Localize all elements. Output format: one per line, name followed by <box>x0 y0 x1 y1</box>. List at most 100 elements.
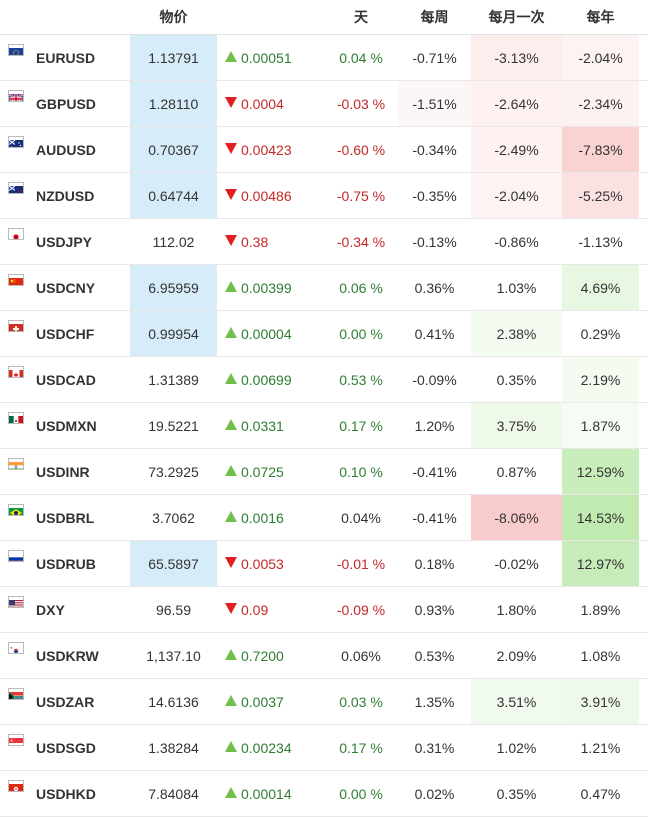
symbol-cell[interactable]: EURUSD <box>32 35 130 81</box>
symbol-cell[interactable]: USDCHF <box>32 311 130 357</box>
price-cell: 65.5897 <box>130 541 217 587</box>
ch-flag-icon <box>8 320 24 332</box>
symbol-link[interactable]: EURUSD <box>36 50 95 66</box>
day-change-cell: 0.06% <box>324 633 398 679</box>
price-cell: 1.13791 <box>130 35 217 81</box>
header-month[interactable]: 每月一次 <box>471 0 562 35</box>
symbol-cell[interactable]: USDMXN <box>32 403 130 449</box>
hk-flag-icon <box>8 780 24 792</box>
year-change-cell: 3.91% <box>562 679 639 725</box>
header-flag <box>0 0 32 35</box>
month-change-cell: 0.35% <box>471 771 562 817</box>
arrow-up-icon <box>225 327 237 338</box>
za-flag-icon <box>8 688 24 700</box>
change-cell: 0.0725 <box>217 449 324 495</box>
symbol-cell[interactable]: USDHKD <box>32 771 130 817</box>
eu-flag-icon <box>8 44 24 56</box>
day-change-cell: 0.53 % <box>324 357 398 403</box>
arrow-up-icon <box>225 373 237 384</box>
day-change-cell: 0.04 % <box>324 35 398 81</box>
arrow-down-icon <box>225 557 237 568</box>
row-pad <box>639 541 648 587</box>
symbol-cell[interactable]: USDRUB <box>32 541 130 587</box>
symbol-link[interactable]: NZDUSD <box>36 188 94 204</box>
flag-cell <box>0 265 32 311</box>
symbol-cell[interactable]: NZDUSD <box>32 173 130 219</box>
symbol-cell[interactable]: USDZAR <box>32 679 130 725</box>
arrow-down-icon <box>225 97 237 108</box>
header-year[interactable]: 每年 <box>562 0 639 35</box>
day-change-cell: 0.17 % <box>324 725 398 771</box>
symbol-cell[interactable]: USDSGD <box>32 725 130 771</box>
symbol-cell[interactable]: USDINR <box>32 449 130 495</box>
header-day[interactable]: 天 <box>324 0 398 35</box>
change-value: 0.00004 <box>241 326 292 342</box>
row-pad <box>639 357 648 403</box>
symbol-cell[interactable]: USDKRW <box>32 633 130 679</box>
week-change-cell: 0.31% <box>398 725 471 771</box>
day-change-cell: -0.34 % <box>324 219 398 265</box>
header-price[interactable]: 物价 <box>130 0 217 35</box>
symbol-cell[interactable]: USDJPY <box>32 219 130 265</box>
header-week[interactable]: 每周 <box>398 0 471 35</box>
symbol-link[interactable]: USDBRL <box>36 510 94 526</box>
symbol-link[interactable]: USDZAR <box>36 694 94 710</box>
symbol-link[interactable]: USDMXN <box>36 418 97 434</box>
symbol-cell[interactable]: USDBRL <box>32 495 130 541</box>
symbol-link[interactable]: USDSGD <box>36 740 96 756</box>
change-value: 0.09 <box>241 602 268 618</box>
symbol-link[interactable]: USDKRW <box>36 648 99 664</box>
symbol-link[interactable]: DXY <box>36 602 65 618</box>
year-change-cell: 4.69% <box>562 265 639 311</box>
symbol-link[interactable]: USDCNY <box>36 280 95 296</box>
flag-cell <box>0 541 32 587</box>
flag-cell <box>0 679 32 725</box>
arrow-up-icon <box>225 649 237 660</box>
symbol-link[interactable]: USDRUB <box>36 556 96 572</box>
header-symbol <box>32 0 130 35</box>
row-pad <box>639 219 648 265</box>
symbol-cell[interactable]: USDCAD <box>32 357 130 403</box>
price-cell: 1,137.10 <box>130 633 217 679</box>
week-change-cell: 0.41% <box>398 311 471 357</box>
symbol-cell[interactable]: USDCNY <box>32 265 130 311</box>
symbol-link[interactable]: GBPUSD <box>36 96 96 112</box>
symbol-cell[interactable]: AUDUSD <box>32 127 130 173</box>
header-change <box>217 0 324 35</box>
symbol-cell[interactable]: GBPUSD <box>32 81 130 127</box>
change-value: 0.38 <box>241 234 268 250</box>
arrow-up-icon <box>225 281 237 292</box>
day-change-cell: 0.04% <box>324 495 398 541</box>
change-cell: 0.0331 <box>217 403 324 449</box>
flag-cell <box>0 771 32 817</box>
symbol-link[interactable]: USDCHF <box>36 326 94 342</box>
symbol-link[interactable]: AUDUSD <box>36 142 96 158</box>
month-change-cell: 1.03% <box>471 265 562 311</box>
flag-cell <box>0 127 32 173</box>
us-flag-icon <box>8 596 24 608</box>
symbol-cell[interactable]: DXY <box>32 587 130 633</box>
symbol-link[interactable]: USDCAD <box>36 372 96 388</box>
month-change-cell: -0.02% <box>471 541 562 587</box>
symbol-link[interactable]: USDINR <box>36 464 90 480</box>
symbol-link[interactable]: USDJPY <box>36 234 92 250</box>
symbol-link[interactable]: USDHKD <box>36 786 96 802</box>
change-value: 0.00399 <box>241 280 292 296</box>
